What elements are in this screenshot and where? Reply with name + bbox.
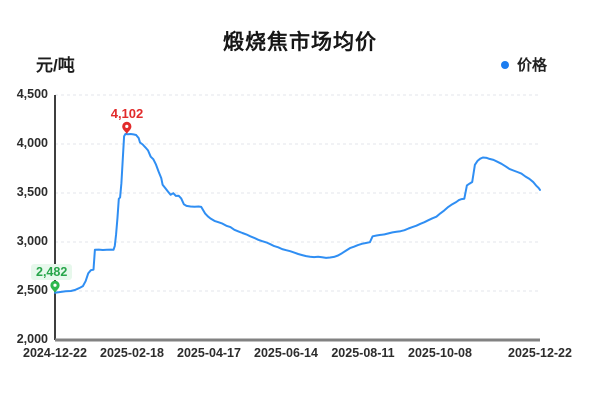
unit-label: 元/吨 bbox=[36, 56, 75, 75]
y-tick-label-4500: 4,500 bbox=[16, 87, 48, 101]
legend-item-price[interactable]: 价格 bbox=[501, 54, 547, 75]
y-tick-label-2000: 2,000 bbox=[16, 332, 48, 346]
x-tick-label-4: 2025-08-11 bbox=[331, 346, 395, 360]
y-tick-label-3000: 3,000 bbox=[16, 234, 48, 248]
y-tick-label-2500: 2,500 bbox=[16, 283, 48, 297]
x-tick-label-5: 2025-10-08 bbox=[408, 346, 472, 360]
price-line[interactable] bbox=[54, 133, 541, 294]
x-tick-label-2: 2025-04-17 bbox=[177, 346, 241, 360]
y-tick-label-4000: 4,000 bbox=[16, 136, 48, 150]
x-tick-label-0: 2024-12-22 bbox=[23, 346, 87, 360]
page-title: 煅烧焦市场均价 bbox=[223, 31, 377, 54]
peak-annotation-label: 4,102 bbox=[110, 106, 144, 121]
x-tick-label-3: 2025-06-14 bbox=[254, 346, 318, 360]
start-annotation-label: 2,482 bbox=[31, 264, 73, 280]
legend-dot-icon bbox=[501, 60, 509, 69]
x-tick-label-6: 2025-12-22 bbox=[508, 346, 572, 360]
legend-label: 价格 bbox=[517, 57, 548, 74]
y-tick-label-3500: 3,500 bbox=[16, 185, 48, 199]
x-tick-label-1: 2025-02-18 bbox=[100, 346, 164, 360]
start-pin-icon bbox=[50, 280, 60, 293]
peak-pin-icon bbox=[122, 121, 132, 134]
